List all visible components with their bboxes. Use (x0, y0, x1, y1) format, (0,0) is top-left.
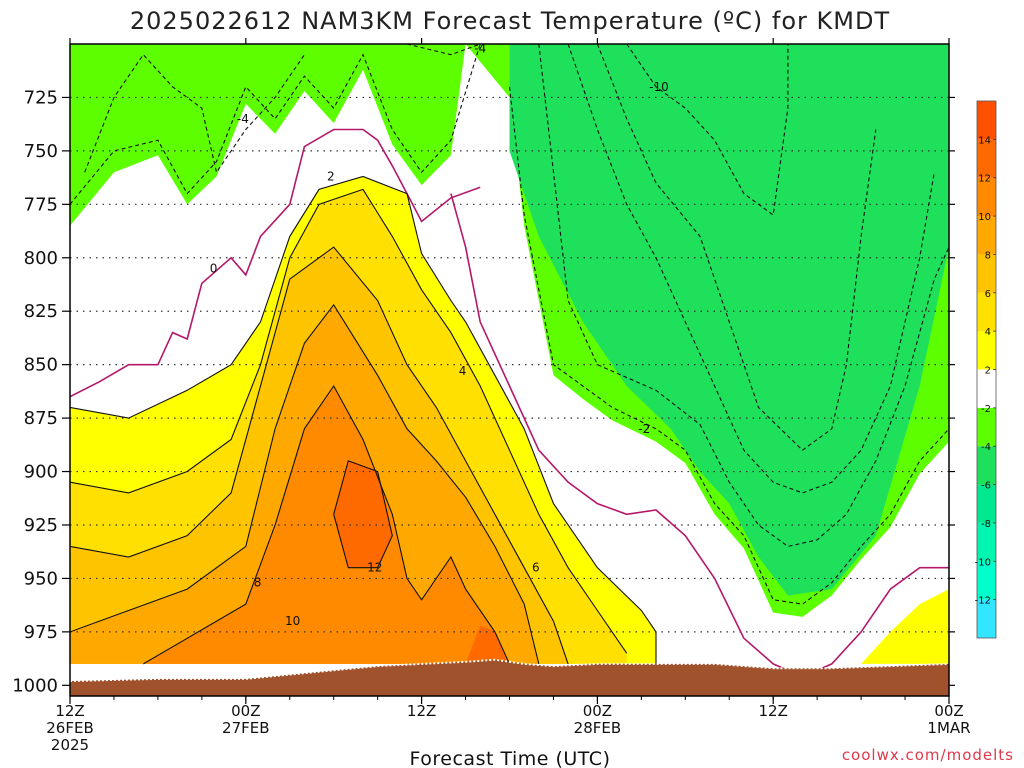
field-warm_12b (465, 625, 510, 664)
y-tick-label: 825 (24, 301, 58, 322)
colorbar-swatch (977, 484, 996, 523)
credit-text: coolwx.com/modelts (842, 746, 1014, 764)
contour-label: 0 (210, 261, 218, 275)
colorbar-swatch (977, 369, 996, 408)
colorbar-swatch (977, 599, 996, 638)
x-tick-label: 26FEB (46, 719, 93, 737)
contour-line (70, 175, 657, 664)
chart-title: 2025022612 NAM3KM Forecast Temperature (… (130, 7, 890, 35)
x-tick-label: 2025 (51, 736, 89, 754)
colorbar-label: 4 (985, 327, 991, 338)
colorbar-label: 14 (978, 135, 991, 146)
x-tick-label: 00Z (231, 702, 260, 720)
field-warm_12 (333, 460, 393, 568)
colorbar: -12 -10 -8 -6 -4 -2 2 4 6 8 10 12 14 (975, 100, 997, 639)
field-warm_10 (143, 386, 510, 664)
contour-line (596, 44, 877, 451)
colorbar-label: 2 (985, 366, 991, 377)
colorbar-label: 10 (978, 212, 991, 223)
colorbar-label: -4 (981, 442, 991, 453)
x-tick-label: 12Z (759, 702, 788, 720)
colorbar-swatch (977, 331, 996, 370)
colorbar-label: -8 (981, 519, 991, 530)
colorbar-label: 8 (985, 250, 991, 261)
contour-line (70, 128, 481, 398)
contour-label: 2 (327, 170, 335, 184)
contour-label: -4 (474, 41, 486, 55)
y-tick-label: 800 (24, 248, 58, 269)
x-tick-label: 00Z (934, 702, 963, 720)
y-tick-label: 925 (24, 515, 58, 536)
contour-label: -4 (237, 112, 249, 126)
contour-label: -2 (638, 422, 650, 436)
colorbar-label: 6 (985, 289, 991, 300)
x-tick-label: 27FEB (222, 719, 269, 737)
y-tick-label: 975 (24, 622, 58, 643)
y-tick-label: 875 (24, 408, 58, 429)
colorbar-label: -10 (975, 557, 991, 568)
colorbar-swatch (977, 407, 996, 447)
y-tick-label: 850 (24, 355, 58, 376)
contour-line (84, 53, 305, 174)
y-tick-label: 725 (24, 87, 58, 108)
x-tick-label: 12Z (407, 702, 436, 720)
contour-line (508, 86, 949, 605)
color-fields (70, 44, 949, 696)
contour-label: -10 (649, 80, 669, 94)
colorbar-swatch (977, 139, 996, 178)
contour-label: 12 (367, 561, 382, 575)
contour-line (567, 44, 935, 494)
colorbar-swatch (977, 446, 996, 485)
colorbar-swatch (977, 561, 996, 600)
colorbar-label: -6 (981, 481, 991, 492)
x-tick-label: 12Z (55, 702, 84, 720)
field-warm_2_right (861, 589, 949, 664)
contour-line (538, 44, 949, 547)
colorbar-label: -12 (975, 596, 991, 607)
y-tick-label: 950 (24, 568, 58, 589)
colorbar-swatch (977, 101, 996, 140)
y-tick-label: 750 (24, 141, 58, 162)
contour-line (70, 303, 540, 665)
colorbar-swatch (977, 522, 996, 562)
y-axis: 725 750 775 800 825 850 875 900 925 950 975 1000 (12, 87, 955, 696)
contour-lines (70, 44, 949, 678)
x-tick-label: 00Z (583, 702, 612, 720)
y-tick-label: 900 (24, 462, 58, 483)
contour-line (143, 384, 511, 665)
colorbar-swatch (977, 177, 996, 217)
x-tick-label: 1MAR (927, 719, 970, 737)
contour-label: 8 (254, 576, 262, 590)
contour-label: 4 (459, 364, 467, 378)
contour-label: -4 (474, 41, 486, 55)
colorbar-swatch (977, 254, 996, 293)
terrain (70, 658, 949, 696)
y-tick-label: 1000 (12, 675, 58, 696)
contour-label: 6 (532, 561, 540, 575)
colorbar-label: -2 (981, 404, 991, 415)
terrain-fill (70, 659, 949, 696)
contour-line (450, 193, 949, 678)
field-cold_m4_core (509, 44, 949, 596)
colorbar-label: 12 (978, 174, 991, 185)
contour-line (70, 246, 569, 665)
colorbar-swatch (977, 292, 996, 332)
terrain-edge (70, 658, 949, 682)
x-axis-label: Forecast Time (UTC) (410, 748, 611, 768)
x-tick-label: 28FEB (574, 719, 621, 737)
y-tick-label: 775 (24, 194, 58, 215)
contour-line (406, 44, 481, 56)
contour-line (333, 460, 393, 569)
contour-line (626, 44, 789, 216)
contour-label: 10 (285, 614, 300, 628)
colorbar-swatch (977, 216, 996, 255)
contour-line (70, 188, 628, 654)
contour-label: -2 (638, 422, 650, 436)
